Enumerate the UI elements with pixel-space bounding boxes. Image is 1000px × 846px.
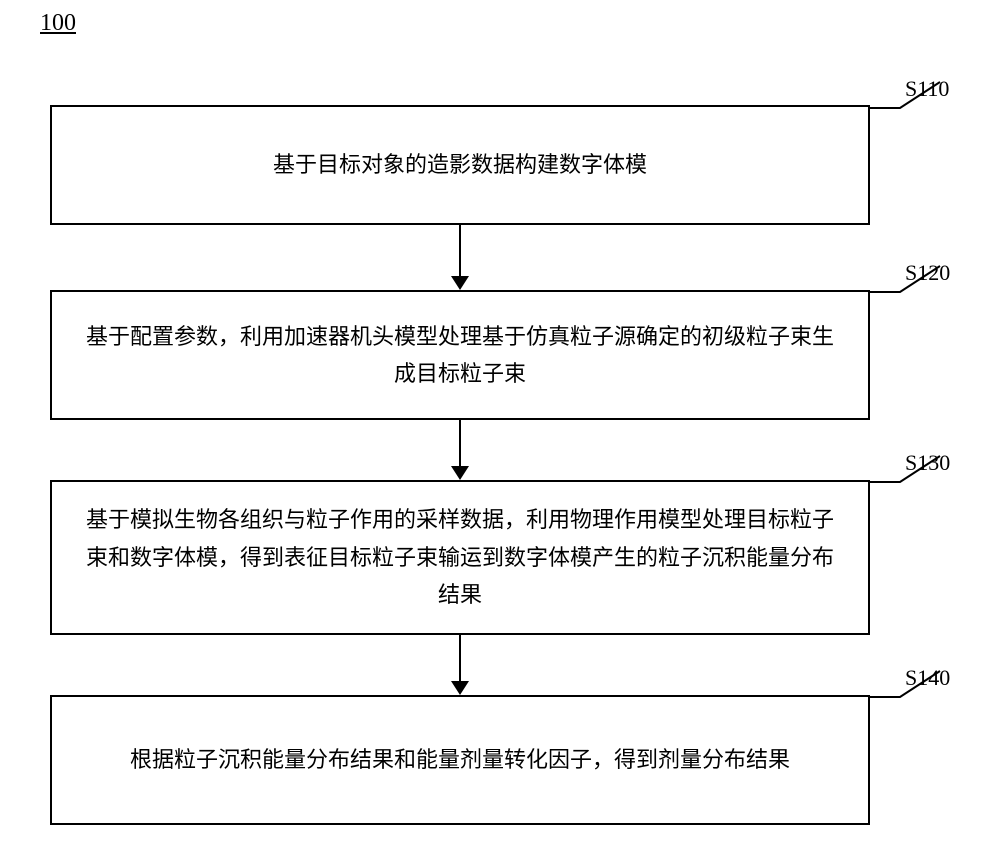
arrow-s120-s130 <box>450 420 452 480</box>
arrow-s110-s120 <box>450 225 452 290</box>
leader-line-s120 <box>870 264 950 294</box>
flowchart-page: 100 基于目标对象的造影数据构建数字体模 S110 基于配置参数，利用加速器机… <box>0 0 1000 846</box>
leader-svg <box>870 454 950 484</box>
leader-svg <box>870 264 950 294</box>
step-box-s140: 根据粒子沉积能量分布结果和能量剂量转化因子，得到剂量分布结果 <box>50 695 870 825</box>
step-text-s130: 基于模拟生物各组织与粒子作用的采样数据，利用物理作用模型处理目标粒子束和数字体模… <box>82 501 838 613</box>
arrow-svg <box>450 635 470 695</box>
arrow-svg <box>450 225 470 290</box>
step-box-s130: 基于模拟生物各组织与粒子作用的采样数据，利用物理作用模型处理目标粒子束和数字体模… <box>50 480 870 635</box>
leader-line-s140 <box>870 669 950 699</box>
step-text-s110: 基于目标对象的造影数据构建数字体模 <box>273 146 647 183</box>
step-box-s120: 基于配置参数，利用加速器机头模型处理基于仿真粒子源确定的初级粒子束生成目标粒子束 <box>50 290 870 420</box>
leader-line-s130 <box>870 454 950 484</box>
arrow-s130-s140 <box>450 635 452 695</box>
figure-id: 100 <box>40 10 76 37</box>
leader-svg <box>870 80 950 110</box>
leader-line-s110 <box>870 80 950 110</box>
step-text-s140: 根据粒子沉积能量分布结果和能量剂量转化因子，得到剂量分布结果 <box>130 741 790 778</box>
step-text-s120: 基于配置参数，利用加速器机头模型处理基于仿真粒子源确定的初级粒子束生成目标粒子束 <box>82 318 838 393</box>
step-box-s110: 基于目标对象的造影数据构建数字体模 <box>50 105 870 225</box>
leader-svg <box>870 669 950 699</box>
arrow-svg <box>450 420 470 480</box>
